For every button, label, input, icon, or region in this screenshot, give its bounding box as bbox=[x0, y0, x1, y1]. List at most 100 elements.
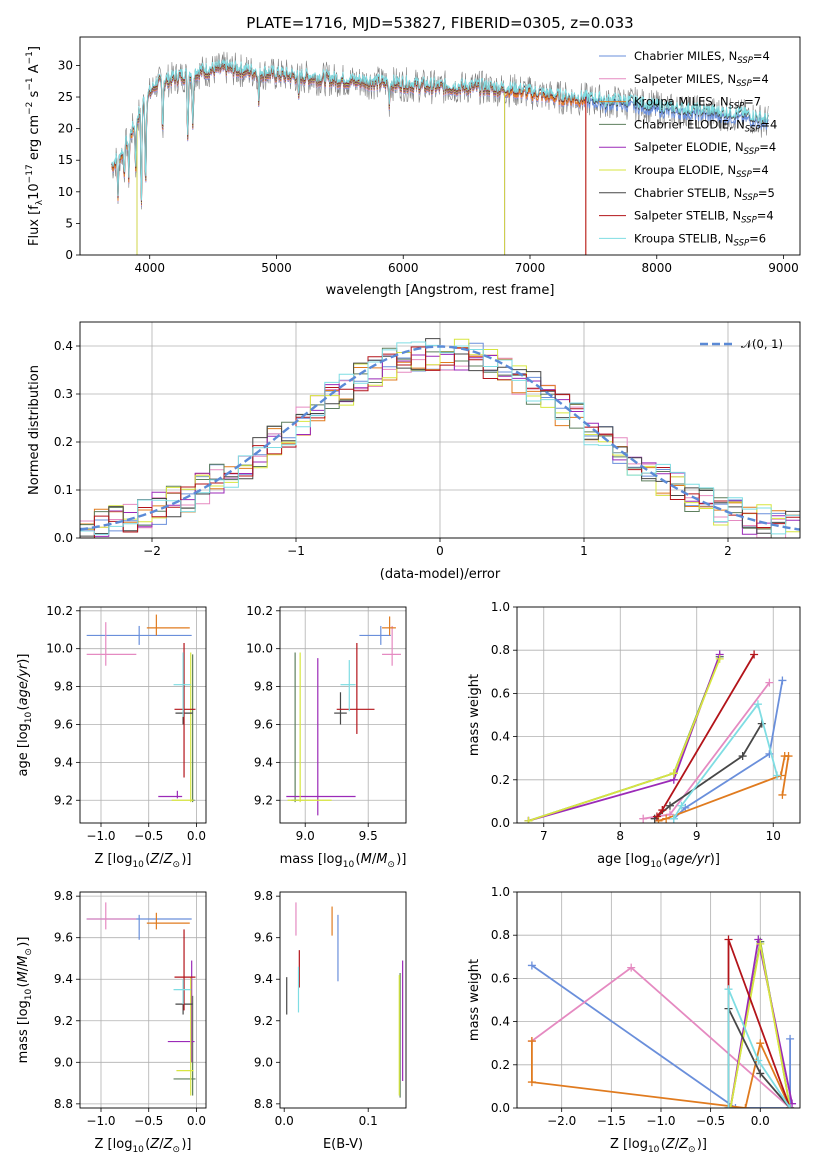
weight-marker-chabrier-stelib bbox=[665, 801, 674, 810]
y-tick-label: 0.4 bbox=[491, 730, 510, 744]
y-tick-label: 9.4 bbox=[254, 972, 273, 986]
x-tick-label: 9.0 bbox=[296, 829, 315, 843]
weight-marker-kroupa-stelib bbox=[753, 700, 762, 709]
x-tick-label: −0.5 bbox=[134, 1114, 163, 1128]
x-axis-label: wavelength [Angstrom, rest frame] bbox=[326, 283, 555, 298]
x-axis-label: E(B-V) bbox=[323, 1137, 363, 1152]
y-tick-label: 8.8 bbox=[54, 1097, 73, 1111]
y-tick-label: 0.4 bbox=[54, 339, 73, 353]
weight-marker-kroupa-stelib bbox=[773, 771, 782, 780]
weight-marker-salpeter-miles bbox=[765, 678, 774, 687]
x-tick-label: 8 bbox=[616, 829, 624, 843]
x-tick-label: −0.5 bbox=[134, 829, 163, 843]
y-tick-label: 9.0 bbox=[54, 1055, 73, 1069]
y-axis-label: Flux [fλ10−17 erg cm−2 s−1 A−1] bbox=[25, 46, 45, 246]
x-tick-label: 9 bbox=[693, 829, 701, 843]
weight-marker-salpeter-elodie bbox=[754, 935, 763, 944]
weight-vs-age-panel: 7 8 9 10 0.0 0.2 0.4 0.6 0.8 1.0 age [log10 (age/y… bbox=[467, 600, 801, 870]
y-tick-label: 9.0 bbox=[254, 1055, 273, 1069]
x-axis-label: (data-model)/error bbox=[380, 567, 501, 582]
y-tick-label: 0.4 bbox=[491, 1015, 510, 1029]
x-tick-label: 0.0 bbox=[751, 1114, 770, 1128]
weight-marker-kroupa-miles bbox=[741, 1104, 750, 1108]
y-tick-label: 9.6 bbox=[254, 931, 273, 945]
weight-marker-kroupa-elodie bbox=[756, 939, 765, 948]
x-axis-label: age [log10 (age/yr)] bbox=[597, 852, 720, 870]
x-tick-label: 0.0 bbox=[275, 1114, 294, 1128]
x-tick-label: −1.0 bbox=[86, 829, 115, 843]
weight-marker-kroupa-stelib bbox=[786, 1104, 795, 1108]
axes-frame bbox=[516, 891, 801, 1109]
weight-marker-salpeter-stelib bbox=[658, 806, 667, 815]
y-tick-label: 9.8 bbox=[54, 889, 73, 903]
y-axis-label: mass weight bbox=[467, 959, 482, 1041]
y-tick-label: 30 bbox=[58, 58, 73, 72]
x-tick-label: 0.0 bbox=[187, 1114, 206, 1128]
legend-label-kroupa-stelib: Kroupa STELIB, NSSP=6 bbox=[634, 231, 766, 248]
x-tick-label: −1.0 bbox=[86, 1114, 115, 1128]
weight-marker-kroupa-elodie bbox=[524, 816, 533, 823]
y-tick-label: 0.2 bbox=[491, 773, 510, 787]
y-tick-label: 10 bbox=[58, 185, 73, 199]
y-tick-label: 9.6 bbox=[254, 717, 273, 731]
y-tick-label: 1.0 bbox=[491, 600, 510, 614]
y-tick-label: 0.2 bbox=[54, 435, 73, 449]
x-tick-label: 8000 bbox=[641, 261, 672, 275]
y-tick-label: 0.8 bbox=[491, 928, 510, 942]
x-tick-label: −0.5 bbox=[696, 1114, 725, 1128]
x-tick-label: −2.0 bbox=[547, 1114, 576, 1128]
axes-frame bbox=[279, 606, 407, 824]
weight-marker-salpeter-stelib bbox=[724, 935, 733, 944]
histogram-kroupa-stelib bbox=[80, 341, 800, 535]
y-tick-label: 0.6 bbox=[491, 686, 510, 700]
x-tick-label: −1.0 bbox=[646, 1114, 675, 1128]
y-tick-label: 9.4 bbox=[254, 755, 273, 769]
spectrum-model-kroupa-stelib bbox=[111, 59, 769, 201]
legend-label-salpeter-elodie: Salpeter ELODIE, NSSP=4 bbox=[634, 140, 776, 157]
x-tick-label: 10 bbox=[766, 829, 781, 843]
weight-marker-chabrier-stelib bbox=[756, 1069, 765, 1078]
age-vs-metallicity-panel: −1.0 −0.5 0.0 9.2 9.4 9.6 9.8 10.0 10.2 Z [log10 … bbox=[16, 604, 207, 870]
y-tick-label: 0.0 bbox=[491, 1101, 510, 1115]
y-tick-label: 10.0 bbox=[246, 642, 273, 656]
weight-line-kroupa-miles bbox=[531, 1040, 791, 1108]
histogram-salpeter-stelib bbox=[80, 346, 800, 538]
legend-label-kroupa-miles: Kroupa MILES, NSSP=7 bbox=[634, 95, 761, 112]
y-tick-label: 9.6 bbox=[54, 717, 73, 731]
x-tick-label: 0 bbox=[436, 544, 444, 558]
y-tick-label: 15 bbox=[58, 153, 73, 167]
weight-marker-salpeter-stelib bbox=[750, 650, 759, 659]
x-axis-label: Z [log10 (Z/Z⊙ )] bbox=[95, 852, 192, 870]
legend-label-chabrier-miles: Chabrier MILES, NSSP=4 bbox=[634, 49, 770, 66]
y-axis-label: mass weight bbox=[467, 674, 482, 756]
x-tick-label: 6000 bbox=[388, 261, 419, 275]
weight-marker-salpeter-miles bbox=[627, 963, 636, 972]
weight-marker-kroupa-miles bbox=[527, 1078, 536, 1087]
weight-marker-kroupa-elodie bbox=[715, 654, 724, 663]
y-axis-label: mass [log10 (M/M⊙ )] bbox=[16, 937, 34, 1064]
weight-marker-chabrier-miles bbox=[786, 1034, 795, 1043]
legend-label-chabrier-elodie: Chabrier ELODIE, NSSP=4 bbox=[634, 117, 777, 134]
y-tick-label: 10.2 bbox=[246, 604, 273, 618]
axes-frame bbox=[79, 891, 207, 1109]
y-tick-label: 9.2 bbox=[54, 793, 73, 807]
y-tick-label: 9.2 bbox=[254, 793, 273, 807]
weight-marker-salpeter-stelib bbox=[652, 812, 661, 821]
weight-line-kroupa-stelib bbox=[673, 702, 778, 820]
weight-marker-kroupa-stelib bbox=[754, 1056, 763, 1065]
weight-line-chabrier-miles bbox=[531, 964, 791, 1108]
weight-marker-kroupa-miles bbox=[778, 790, 787, 799]
y-tick-label: 0.1 bbox=[54, 483, 73, 497]
weight-marker-kroupa-stelib bbox=[669, 814, 678, 823]
x-tick-label: −1.5 bbox=[597, 1114, 626, 1128]
residuals-panel: −2 −1 0 1 2 0.0 0.1 0.2 0.3 0.4 𝒩(0, 1) (data-model… bbox=[27, 321, 801, 582]
x-tick-label: 0.0 bbox=[187, 829, 206, 843]
weight-marker-kroupa-miles bbox=[756, 1039, 765, 1048]
y-tick-label: 9.8 bbox=[54, 680, 73, 694]
spectrum-panel: 4000 5000 6000 7000 8000 9000 0 5 10 15 20 25 30 Chab… bbox=[25, 36, 801, 298]
age-vs-mass-panel: 9.0 9.5 9.2 9.4 9.6 9.8 10.0 10.2 mass [log10 (M… bbox=[246, 604, 407, 870]
y-tick-label: 9.4 bbox=[54, 972, 73, 986]
legend-label-chabrier-stelib: Chabrier STELIB, NSSP=5 bbox=[634, 186, 775, 203]
y-tick-label: 9.2 bbox=[254, 1014, 273, 1028]
legend-label-gaussian: 𝒩(0, 1) bbox=[741, 337, 783, 351]
